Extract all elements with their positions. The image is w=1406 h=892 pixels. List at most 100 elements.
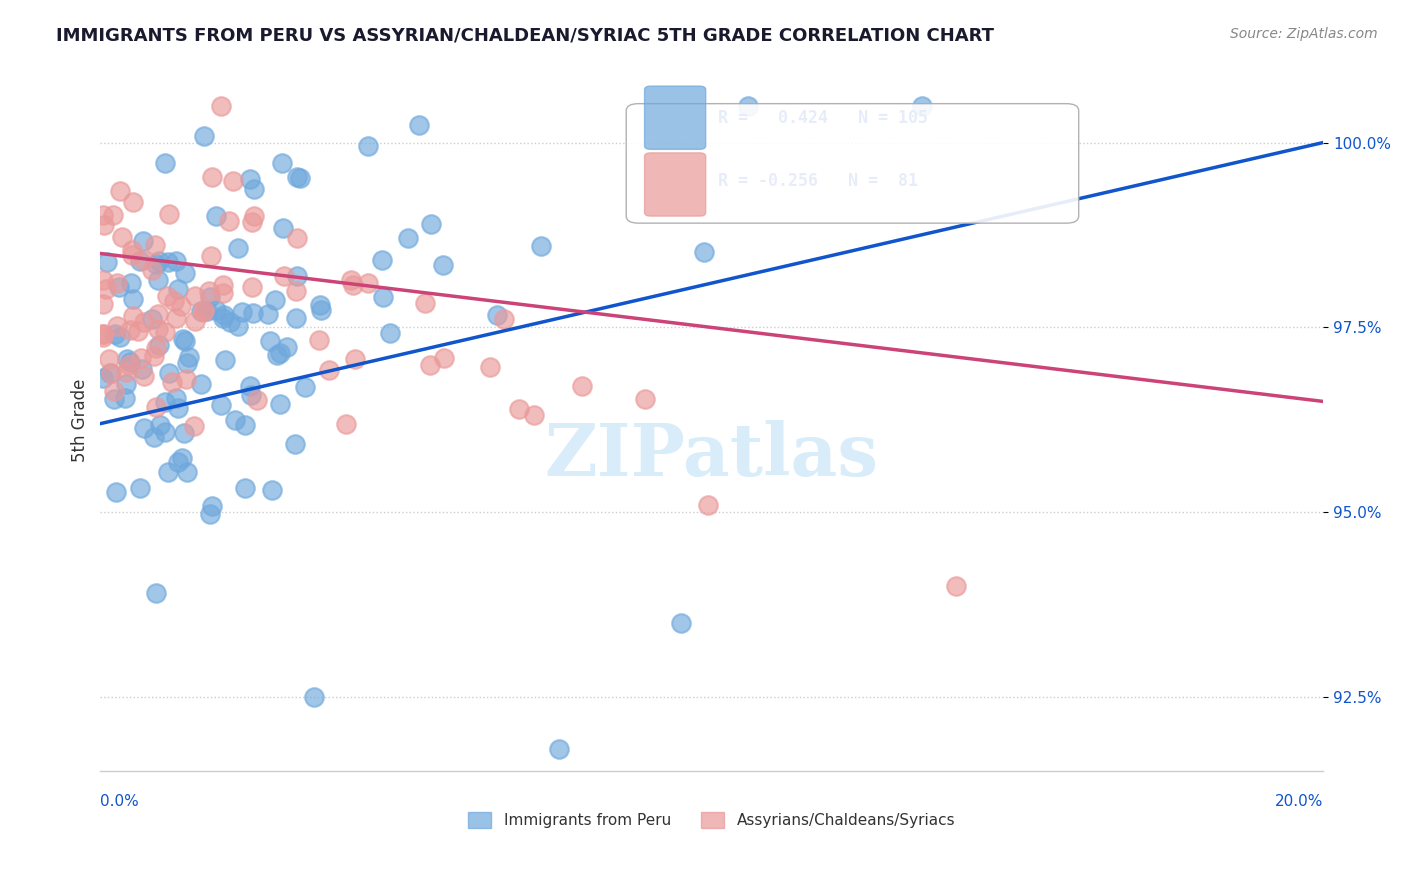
Point	[176, 465, 198, 479]
Point	[219, 315, 242, 329]
Point	[571, 378, 593, 392]
Point	[131, 361, 153, 376]
Point	[335, 417, 357, 431]
Point	[167, 282, 190, 296]
Point	[285, 311, 308, 326]
Point	[276, 340, 298, 354]
Point	[118, 358, 141, 372]
Point	[145, 342, 167, 356]
Point	[737, 98, 759, 112]
Point	[226, 319, 249, 334]
FancyBboxPatch shape	[644, 153, 706, 216]
Point	[231, 305, 253, 319]
Point	[129, 351, 152, 366]
Point	[197, 285, 219, 299]
Point	[127, 324, 149, 338]
Text: Source: ZipAtlas.com: Source: ZipAtlas.com	[1230, 27, 1378, 41]
Point	[101, 208, 124, 222]
Point	[93, 330, 115, 344]
Point	[285, 169, 308, 184]
Point	[356, 276, 378, 290]
Point	[157, 366, 180, 380]
Point	[371, 289, 394, 303]
Point	[413, 295, 436, 310]
Point	[157, 207, 180, 221]
Point	[371, 253, 394, 268]
Point	[633, 392, 655, 406]
Point	[193, 302, 215, 317]
Point	[128, 254, 150, 268]
Point	[259, 334, 281, 349]
Point	[508, 402, 530, 417]
Text: ZIPatlas: ZIPatlas	[544, 419, 879, 491]
Point	[173, 426, 195, 441]
Point	[148, 338, 170, 352]
Point	[170, 299, 193, 313]
Point	[212, 310, 235, 325]
Point	[239, 172, 262, 186]
Text: 0.0%: 0.0%	[100, 794, 139, 808]
Point	[190, 377, 212, 392]
Point	[165, 253, 187, 268]
Point	[240, 387, 263, 401]
Point	[93, 297, 115, 311]
Point	[163, 293, 186, 308]
Point	[478, 359, 501, 374]
Point	[242, 306, 264, 320]
Point	[141, 263, 163, 277]
Point	[153, 326, 176, 340]
Point	[201, 499, 224, 513]
Point	[145, 586, 167, 600]
Point	[235, 481, 257, 495]
Point	[105, 276, 128, 290]
Point	[911, 98, 934, 112]
Point	[108, 279, 131, 293]
Point	[212, 308, 235, 322]
Point	[132, 234, 155, 248]
Point	[343, 352, 366, 367]
Point	[224, 413, 246, 427]
Point	[205, 210, 228, 224]
Point	[269, 346, 291, 360]
Point	[191, 305, 214, 319]
Point	[145, 400, 167, 414]
Point	[146, 307, 169, 321]
Point	[93, 209, 115, 223]
Point	[260, 483, 283, 498]
Point	[108, 184, 131, 198]
Point	[93, 327, 115, 342]
Point	[396, 230, 419, 244]
Point	[198, 290, 221, 304]
Point	[132, 252, 155, 267]
Point	[165, 310, 187, 325]
Point	[176, 356, 198, 370]
Point	[239, 379, 262, 393]
Point	[309, 298, 332, 312]
Point	[114, 391, 136, 405]
Point	[115, 352, 138, 367]
Point	[122, 292, 145, 306]
FancyBboxPatch shape	[626, 103, 1078, 223]
Point	[233, 418, 256, 433]
Point	[240, 280, 263, 294]
Point	[142, 429, 165, 443]
Point	[522, 408, 544, 422]
Point	[111, 229, 134, 244]
Point	[97, 352, 120, 367]
Point	[132, 315, 155, 329]
Point	[420, 217, 443, 231]
Point	[148, 254, 170, 268]
Point	[408, 119, 430, 133]
Point	[146, 322, 169, 336]
Point	[257, 307, 280, 321]
Point	[146, 273, 169, 287]
Point	[167, 401, 190, 416]
Point	[264, 293, 287, 307]
Legend: Immigrants from Peru, Assyrians/Chaldeans/Syriacs: Immigrants from Peru, Assyrians/Chaldean…	[463, 805, 962, 834]
Point	[294, 379, 316, 393]
Point	[209, 99, 232, 113]
Point	[304, 690, 326, 705]
Point	[221, 174, 243, 188]
Point	[115, 365, 138, 379]
Point	[93, 371, 115, 385]
